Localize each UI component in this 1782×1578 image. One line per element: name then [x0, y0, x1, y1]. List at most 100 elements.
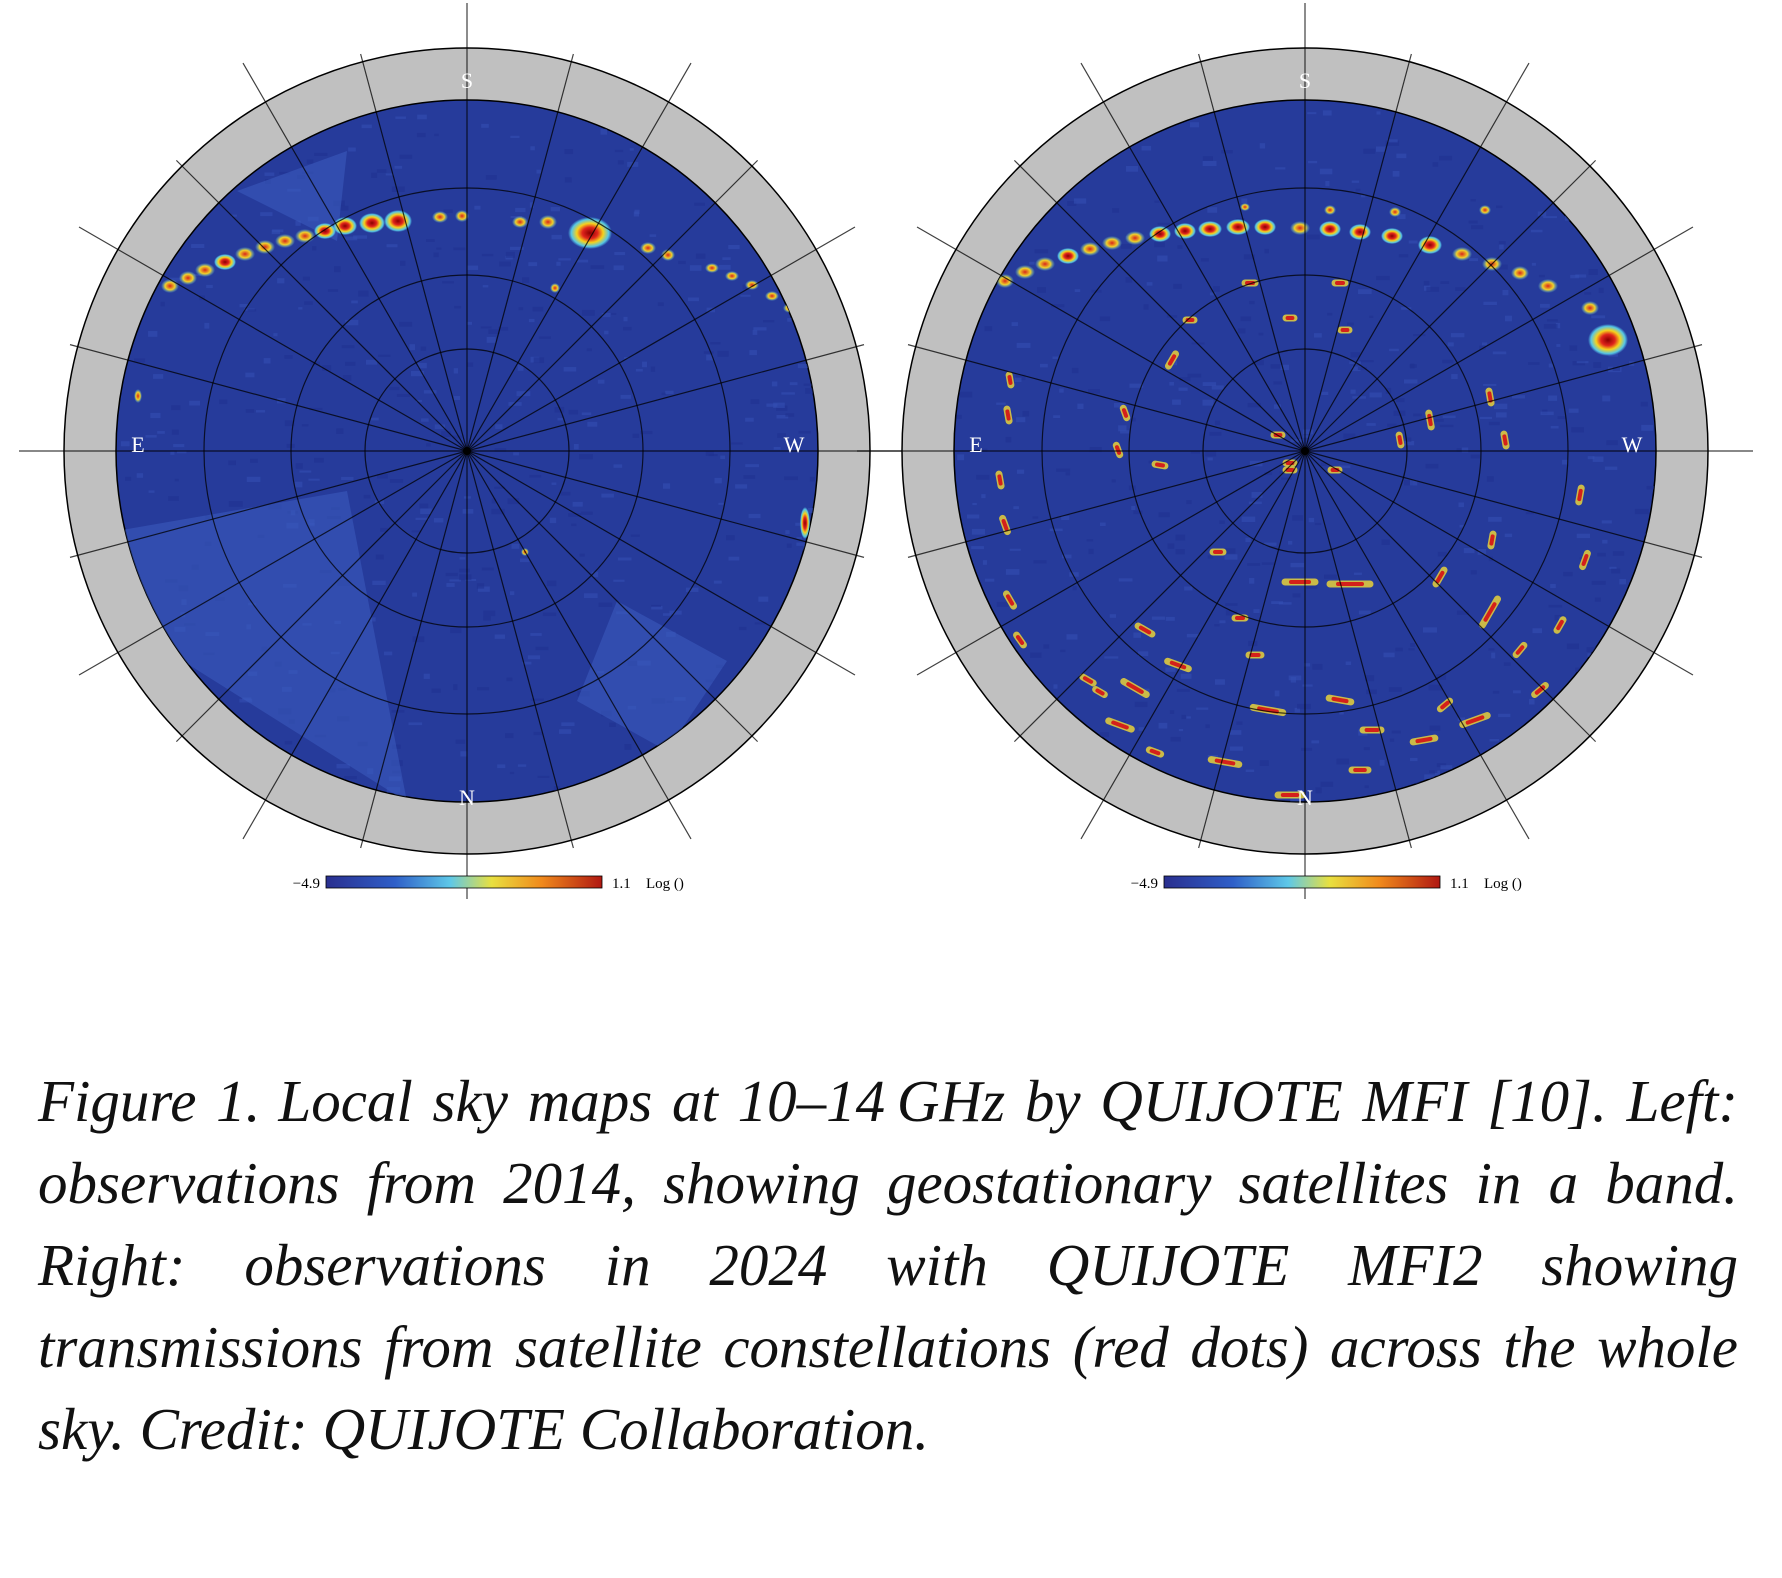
noise-speck [1488, 421, 1500, 426]
noise-speck [399, 154, 413, 159]
noise-speck [1611, 568, 1621, 574]
noise-speck [1345, 661, 1352, 666]
noise-speck [776, 414, 789, 419]
noise-speck [308, 478, 320, 481]
constellation-streak-core [1483, 602, 1497, 622]
noise-speck [1005, 569, 1020, 575]
noise-speck [508, 402, 522, 406]
noise-speck [781, 392, 795, 395]
noise-speck [148, 490, 155, 493]
satellite-source [1381, 228, 1403, 244]
noise-speck [1593, 362, 1602, 368]
noise-speck [1224, 554, 1238, 560]
noise-speck [1563, 571, 1573, 577]
noise-speck [1186, 500, 1192, 505]
noise-speck [623, 316, 628, 322]
noise-speck [1320, 781, 1334, 787]
noise-speck [410, 370, 425, 377]
noise-speck [1311, 740, 1320, 744]
noise-speck [1202, 382, 1217, 387]
noise-speck [809, 476, 816, 482]
noise-speck [1381, 539, 1390, 545]
noise-speck [743, 475, 756, 479]
noise-speck [1120, 243, 1132, 249]
noise-speck [1118, 425, 1127, 432]
constellation-streak-core [1214, 758, 1236, 766]
noise-speck [1392, 170, 1400, 177]
noise-speck [191, 244, 205, 249]
noise-speck [419, 503, 429, 509]
noise-speck [661, 392, 666, 396]
noise-speck [587, 421, 598, 427]
noise-speck [1315, 787, 1322, 794]
noise-speck [1207, 207, 1218, 213]
grid-spoke [1198, 450, 1306, 849]
grid-spoke [1304, 450, 1694, 676]
noise-speck [1447, 342, 1454, 347]
noise-speck [665, 390, 674, 395]
noise-speck [1575, 274, 1587, 278]
noise-speck [516, 391, 531, 397]
satellite-source [1319, 221, 1341, 237]
noise-speck [726, 535, 735, 541]
noise-speck [136, 473, 144, 478]
noise-speck [1455, 287, 1466, 291]
noise-speck [563, 367, 577, 372]
grid-left [19, 3, 915, 899]
noise-speck [1576, 533, 1591, 539]
noise-speck [1213, 286, 1220, 292]
figure-canvas: S N E W −4.9 1.1 Log () S N E W −4.9 [19, 3, 1753, 899]
noise-speck [306, 159, 314, 164]
noise-speck [1247, 402, 1261, 408]
noise-speck [533, 357, 545, 364]
colorbar-min-left: −4.9 [293, 876, 320, 892]
satellite-source [1581, 301, 1599, 315]
noise-speck [1383, 652, 1395, 658]
satellite-source [1125, 231, 1145, 245]
constellation-streak-core [1169, 660, 1187, 670]
noise-speck [271, 229, 281, 235]
noise-speck [426, 239, 435, 242]
constellation-streak-core [1465, 715, 1485, 725]
noise-speck [231, 214, 237, 217]
satellite-source [765, 291, 779, 301]
noise-speck [796, 537, 802, 540]
noise-speck [1440, 765, 1453, 770]
noise-speck [694, 202, 705, 206]
noise-speck [1387, 139, 1398, 143]
noise-speck [1247, 563, 1261, 566]
noise-speck [436, 247, 442, 250]
noise-speck [1366, 423, 1376, 426]
noise-speck [1120, 430, 1130, 434]
noise-speck [482, 285, 489, 288]
noise-speck [1297, 703, 1311, 710]
noise-speck [1154, 200, 1160, 203]
noise-speck [1126, 165, 1138, 172]
noise-speck [1325, 180, 1330, 187]
satellite-source [1254, 219, 1276, 235]
noise-speck [1180, 673, 1192, 679]
noise-speck [411, 530, 421, 533]
noise-speck [168, 496, 179, 501]
constellation-streak-core [1082, 676, 1094, 684]
noise-speck [1543, 324, 1558, 329]
noise-speck [557, 417, 564, 421]
noise-speck [426, 443, 431, 447]
noise-speck [1428, 684, 1443, 691]
colorbar-unit-right: Log () [1484, 876, 1522, 892]
noise-speck [560, 491, 571, 496]
noise-speck [579, 454, 593, 460]
noise-speck [1043, 644, 1050, 649]
noise-speck [1319, 168, 1333, 175]
noise-speck [1488, 516, 1502, 522]
noise-speck [1502, 289, 1509, 296]
constellation-streak-core [1515, 645, 1525, 655]
noise-speck [1538, 274, 1545, 278]
noise-speck [1014, 377, 1022, 382]
noise-speck [623, 326, 632, 331]
satellite-source [195, 263, 215, 277]
constellation-streak-core [997, 474, 1003, 486]
satellite-source [1149, 226, 1171, 242]
noise-speck [530, 633, 542, 636]
noise-speck [535, 646, 549, 651]
